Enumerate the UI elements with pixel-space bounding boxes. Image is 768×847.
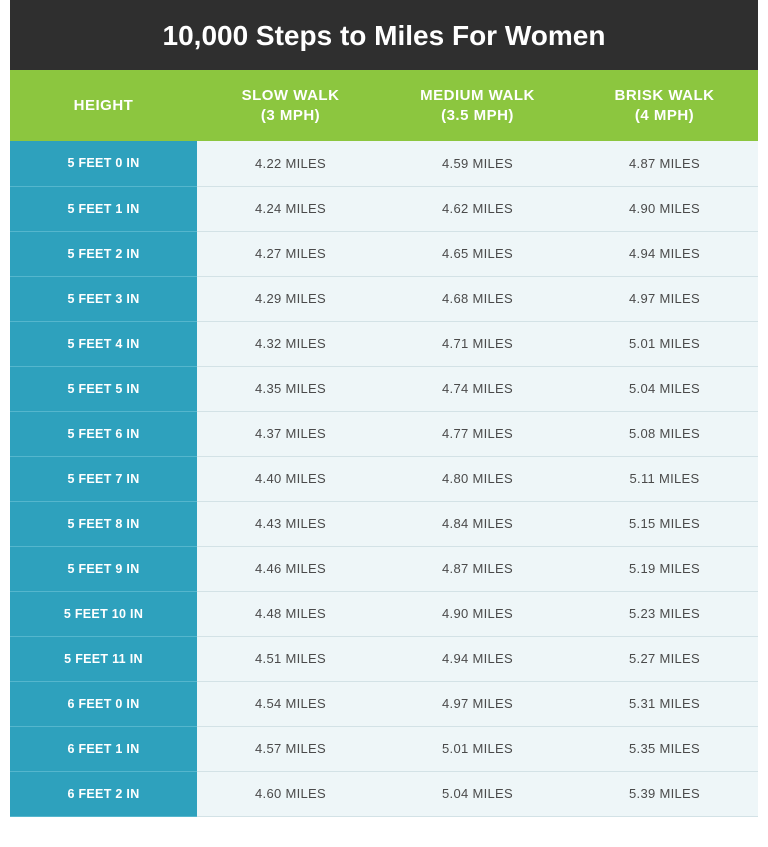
table-row: 5 FEET 6 IN4.37 MILES4.77 MILES5.08 MILE…: [10, 411, 758, 456]
cell-medium: 4.74 MILES: [384, 366, 571, 411]
col-medium: MEDIUM WALK (3.5 MPH): [384, 70, 571, 141]
col-sublabel: (3.5 MPH): [441, 107, 514, 124]
table-row: 5 FEET 10 IN4.48 MILES4.90 MILES5.23 MIL…: [10, 591, 758, 636]
table-row: 5 FEET 11 IN4.51 MILES4.94 MILES5.27 MIL…: [10, 636, 758, 681]
cell-brisk: 4.97 MILES: [571, 276, 758, 321]
table-row: 5 FEET 3 IN4.29 MILES4.68 MILES4.97 MILE…: [10, 276, 758, 321]
cell-brisk: 5.35 MILES: [571, 726, 758, 771]
table-row: 6 FEET 1 IN4.57 MILES5.01 MILES5.35 MILE…: [10, 726, 758, 771]
cell-medium: 4.65 MILES: [384, 231, 571, 276]
cell-medium: 4.71 MILES: [384, 321, 571, 366]
cell-slow: 4.46 MILES: [197, 546, 384, 591]
cell-height: 6 FEET 2 IN: [10, 771, 197, 816]
cell-slow: 4.48 MILES: [197, 591, 384, 636]
cell-medium: 4.97 MILES: [384, 681, 571, 726]
cell-height: 5 FEET 6 IN: [10, 411, 197, 456]
cell-medium: 4.84 MILES: [384, 501, 571, 546]
cell-medium: 4.68 MILES: [384, 276, 571, 321]
card: 10,000 Steps to Miles For Women HEIGHT S…: [0, 0, 768, 847]
cell-slow: 4.60 MILES: [197, 771, 384, 816]
cell-brisk: 5.31 MILES: [571, 681, 758, 726]
col-sublabel: (4 MPH): [635, 107, 694, 124]
table-row: 5 FEET 1 IN4.24 MILES4.62 MILES4.90 MILE…: [10, 186, 758, 231]
col-label: BRISK WALK: [615, 87, 715, 104]
cell-medium: 5.04 MILES: [384, 771, 571, 816]
table-row: 5 FEET 2 IN4.27 MILES4.65 MILES4.94 MILE…: [10, 231, 758, 276]
cell-slow: 4.22 MILES: [197, 141, 384, 186]
table-row: 5 FEET 0 IN4.22 MILES4.59 MILES4.87 MILE…: [10, 141, 758, 186]
cell-height: 5 FEET 9 IN: [10, 546, 197, 591]
col-sublabel: (3 MPH): [261, 107, 320, 124]
table-row: 5 FEET 8 IN4.43 MILES4.84 MILES5.15 MILE…: [10, 501, 758, 546]
cell-height: 6 FEET 1 IN: [10, 726, 197, 771]
cell-slow: 4.24 MILES: [197, 186, 384, 231]
cell-height: 5 FEET 11 IN: [10, 636, 197, 681]
cell-height: 6 FEET 0 IN: [10, 681, 197, 726]
steps-table: HEIGHT SLOW WALK (3 MPH) MEDIUM WALK (3.…: [10, 70, 758, 817]
cell-medium: 4.87 MILES: [384, 546, 571, 591]
col-height: HEIGHT: [10, 70, 197, 141]
col-brisk: BRISK WALK (4 MPH): [571, 70, 758, 141]
cell-slow: 4.35 MILES: [197, 366, 384, 411]
cell-slow: 4.40 MILES: [197, 456, 384, 501]
table-row: 5 FEET 9 IN4.46 MILES4.87 MILES5.19 MILE…: [10, 546, 758, 591]
cell-slow: 4.27 MILES: [197, 231, 384, 276]
table-row: 5 FEET 7 IN4.40 MILES4.80 MILES5.11 MILE…: [10, 456, 758, 501]
table-row: 5 FEET 5 IN4.35 MILES4.74 MILES5.04 MILE…: [10, 366, 758, 411]
cell-brisk: 5.23 MILES: [571, 591, 758, 636]
page-title: 10,000 Steps to Miles For Women: [10, 0, 758, 70]
cell-medium: 4.90 MILES: [384, 591, 571, 636]
cell-slow: 4.29 MILES: [197, 276, 384, 321]
cell-brisk: 4.94 MILES: [571, 231, 758, 276]
cell-brisk: 5.04 MILES: [571, 366, 758, 411]
cell-brisk: 5.01 MILES: [571, 321, 758, 366]
cell-medium: 4.62 MILES: [384, 186, 571, 231]
col-label: SLOW WALK: [242, 87, 340, 104]
cell-brisk: 5.27 MILES: [571, 636, 758, 681]
cell-height: 5 FEET 8 IN: [10, 501, 197, 546]
cell-height: 5 FEET 5 IN: [10, 366, 197, 411]
table-row: 6 FEET 2 IN4.60 MILES5.04 MILES5.39 MILE…: [10, 771, 758, 816]
table-body: 5 FEET 0 IN4.22 MILES4.59 MILES4.87 MILE…: [10, 141, 758, 816]
cell-height: 5 FEET 1 IN: [10, 186, 197, 231]
cell-brisk: 4.90 MILES: [571, 186, 758, 231]
col-label: MEDIUM WALK: [420, 87, 535, 104]
cell-height: 5 FEET 7 IN: [10, 456, 197, 501]
cell-brisk: 5.08 MILES: [571, 411, 758, 456]
cell-height: 5 FEET 3 IN: [10, 276, 197, 321]
cell-medium: 4.59 MILES: [384, 141, 571, 186]
cell-slow: 4.32 MILES: [197, 321, 384, 366]
cell-slow: 4.43 MILES: [197, 501, 384, 546]
cell-height: 5 FEET 10 IN: [10, 591, 197, 636]
cell-medium: 4.94 MILES: [384, 636, 571, 681]
cell-brisk: 5.19 MILES: [571, 546, 758, 591]
cell-brisk: 5.15 MILES: [571, 501, 758, 546]
cell-brisk: 5.39 MILES: [571, 771, 758, 816]
cell-slow: 4.51 MILES: [197, 636, 384, 681]
cell-medium: 4.77 MILES: [384, 411, 571, 456]
cell-slow: 4.37 MILES: [197, 411, 384, 456]
cell-slow: 4.54 MILES: [197, 681, 384, 726]
col-slow: SLOW WALK (3 MPH): [197, 70, 384, 141]
cell-height: 5 FEET 2 IN: [10, 231, 197, 276]
cell-height: 5 FEET 0 IN: [10, 141, 197, 186]
cell-brisk: 5.11 MILES: [571, 456, 758, 501]
cell-brisk: 4.87 MILES: [571, 141, 758, 186]
col-label: HEIGHT: [74, 97, 134, 114]
cell-medium: 4.80 MILES: [384, 456, 571, 501]
table-row: 6 FEET 0 IN4.54 MILES4.97 MILES5.31 MILE…: [10, 681, 758, 726]
table-header: HEIGHT SLOW WALK (3 MPH) MEDIUM WALK (3.…: [10, 70, 758, 141]
table-row: 5 FEET 4 IN4.32 MILES4.71 MILES5.01 MILE…: [10, 321, 758, 366]
cell-medium: 5.01 MILES: [384, 726, 571, 771]
cell-height: 5 FEET 4 IN: [10, 321, 197, 366]
cell-slow: 4.57 MILES: [197, 726, 384, 771]
